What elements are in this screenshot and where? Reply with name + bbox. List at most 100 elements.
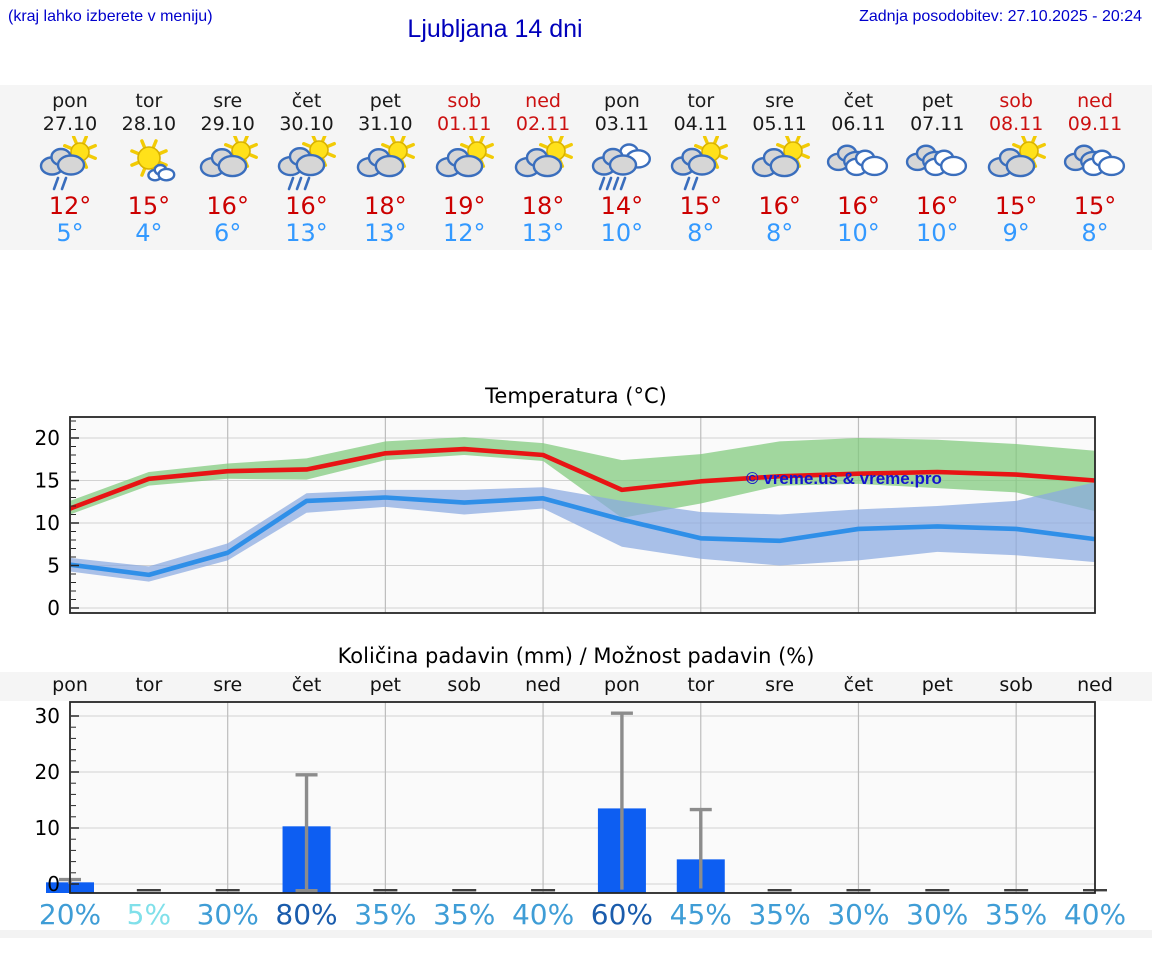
- low-temp: 12°: [442, 219, 486, 247]
- cloud-glyph: [277, 147, 325, 177]
- high-temp: 15°: [679, 192, 723, 220]
- day-date: 05.11: [752, 113, 807, 135]
- forecast-day: sob 01.11 19° 12°: [414, 85, 514, 247]
- high-temp: 15°: [1073, 192, 1117, 220]
- forecast-day: sre 29.10 16° 6°: [178, 85, 278, 247]
- precip-probability: 30%: [827, 898, 890, 931]
- day-date: 01.11: [437, 113, 492, 135]
- day-date: 08.11: [988, 113, 1044, 135]
- day-date: 07.11: [910, 113, 965, 135]
- weather-icon-cloud-sun: [751, 136, 810, 178]
- svg-text:15: 15: [35, 469, 60, 493]
- day-date: 30.10: [279, 113, 334, 135]
- low-temp: 4°: [135, 219, 163, 247]
- band-min-range: [70, 482, 1095, 582]
- low-temp: 13°: [285, 219, 328, 247]
- day-date: 02.11: [515, 113, 571, 135]
- cloud-glyph: [670, 147, 716, 176]
- day-name: čet: [291, 90, 322, 112]
- day-name: ned: [525, 90, 561, 112]
- high-temp: 16°: [206, 192, 249, 220]
- precip-probability: 35%: [433, 898, 496, 931]
- svg-text:30: 30: [35, 704, 60, 728]
- cloud-glyph: [357, 148, 405, 178]
- low-temp: 10°: [916, 219, 959, 247]
- high-temp: 16°: [916, 192, 959, 220]
- precip-day-label: pon: [52, 674, 88, 696]
- forecast-day: čet 30.10 16° 13°: [257, 85, 357, 247]
- precipitation-probability-row: 20% 5% 30% 80% 35% 35% 40% 60% 45% 35% 30% 30% 35% 40…: [0, 898, 1152, 934]
- precip-zero-dash: [373, 889, 398, 892]
- precip-day-label: sre: [765, 674, 795, 696]
- forecast-day: ned 09.11 15° 8°: [1045, 85, 1145, 247]
- day-name: pon: [52, 90, 88, 112]
- cloud-glyph: [924, 149, 968, 177]
- cloud-glyph: [435, 148, 484, 178]
- line-min: [70, 495, 1095, 578]
- precip-zero-dash: [767, 889, 792, 892]
- forecast-strip: pon 27.10 12° 5° tor 28.10 15° 4° sre 29…: [0, 85, 1152, 250]
- high-temp: 16°: [837, 192, 880, 220]
- forecast-day: pon 27.10 12° 5°: [20, 85, 120, 247]
- precip-probability: 30%: [196, 898, 259, 931]
- weather-icon-sun-cloud-rain3: [277, 136, 336, 191]
- error-bar: [610, 711, 633, 890]
- page-title: Ljubljana 14 dni: [407, 15, 583, 43]
- menu-hint: (kraj lahko izberete v meniju): [8, 8, 213, 25]
- high-temp: 14°: [600, 192, 644, 220]
- day-name: tor: [135, 90, 163, 112]
- high-temp: 19°: [442, 192, 486, 220]
- precip-day-label: tor: [687, 674, 715, 696]
- precip-day-label: sob: [999, 674, 1033, 696]
- precip-zero-dash: [925, 889, 950, 892]
- cloud-glyph: [987, 148, 1036, 178]
- day-date: 31.10: [358, 113, 413, 135]
- precip-day-label: pet: [921, 674, 953, 696]
- precip-probability: 35%: [354, 898, 417, 931]
- weather-icon-clouds-rain4: [591, 143, 651, 191]
- day-name: čet: [843, 90, 874, 112]
- cloud-glyph: [845, 149, 889, 177]
- watermark: © vreme.us & vreme.pro: [746, 469, 942, 488]
- band-max-range: [70, 437, 1095, 518]
- forecast-day: pon 03.11 14° 10°: [572, 85, 672, 247]
- precip-day-label: pon: [604, 674, 640, 696]
- high-temp: 12°: [48, 192, 92, 220]
- sun-glyph: [63, 136, 97, 169]
- precip-probability: 45%: [669, 898, 732, 931]
- high-temp: 15°: [994, 192, 1038, 220]
- weather-icon-clouds: [827, 144, 889, 177]
- precip-probability: 20%: [38, 898, 102, 931]
- day-date: 03.11: [594, 113, 650, 135]
- precip-probability: 40%: [1063, 898, 1127, 931]
- day-date: 27.10: [42, 113, 98, 135]
- last-update-timestamp: Zadnja posodobitev: 27.10.2025 - 20:24: [859, 8, 1142, 25]
- weather-icon-cloud-sun: [987, 136, 1047, 178]
- svg-text:0: 0: [47, 872, 60, 896]
- forecast-day: čet 06.11 16° 10°: [808, 85, 908, 247]
- temperature-chart: 0 5 10 15 20: [35, 416, 1096, 620]
- cloud-glyph: [751, 148, 799, 178]
- weather-icon-sun-cloud-rain2: [670, 136, 728, 191]
- precip-day-label: pet: [369, 674, 401, 696]
- day-date: 09.11: [1067, 113, 1123, 135]
- precip-day-label: čet: [291, 674, 322, 696]
- precip-day-label: tor: [135, 674, 163, 696]
- precip-probability: 60%: [590, 898, 654, 931]
- low-temp: 5°: [56, 219, 84, 247]
- day-name: sre: [213, 90, 243, 112]
- weather-icon-clouds: [906, 144, 968, 177]
- precip-probability: 30%: [906, 898, 969, 931]
- precip-zero-dash: [136, 889, 161, 892]
- high-temp: 18°: [364, 192, 407, 220]
- day-date: 04.11: [673, 113, 728, 135]
- error-bar: [689, 807, 712, 889]
- precip-zero-dash: [1004, 889, 1029, 892]
- precip-day-label: sre: [213, 674, 243, 696]
- cloud-glyph: [147, 163, 176, 182]
- day-date: 29.10: [200, 113, 255, 135]
- cloud-glyph: [514, 148, 563, 178]
- day-date: 06.11: [831, 113, 886, 135]
- low-temp: 10°: [600, 219, 644, 247]
